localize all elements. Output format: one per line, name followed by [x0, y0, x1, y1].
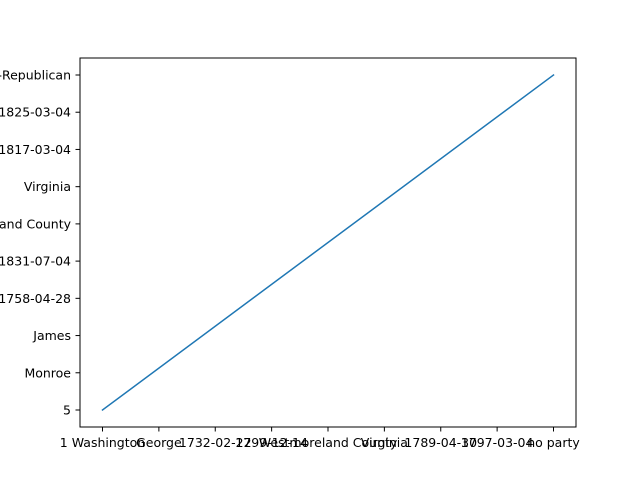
x-tick-label: Virginia [361, 435, 408, 450]
y-axis: 5 Monroe James 1758-04-28 1831-07-04 Westmore… [0, 68, 80, 418]
y-tick-label: 1831-07-04 [0, 254, 71, 269]
x-tick-label: 1789-04-30 [404, 435, 477, 450]
x-tick-label: no party [527, 435, 580, 450]
series-layer [101, 73, 555, 412]
y-tick-label: Democratic-Republican [0, 68, 71, 83]
x-tick-label: 1797-03-04 [461, 435, 534, 450]
x-tick-label: George [136, 435, 182, 450]
y-tick-label: 1758-04-28 [0, 291, 71, 306]
x-tick-label: 1 Washington [60, 435, 145, 450]
y-tick-label: James [32, 328, 71, 343]
y-tick-label: Virginia [24, 179, 71, 194]
x-tick-label: 1732-02-22 [179, 435, 252, 450]
y-tick-label: Westmoreland County [0, 216, 72, 231]
y-tick-label: 1817-03-04 [0, 142, 71, 157]
x-tick-label: 1799-12-14 [235, 435, 308, 450]
y-tick-label: 1825-03-04 [0, 105, 71, 120]
series-line [101, 73, 555, 412]
y-tick-label: 5 [63, 403, 71, 418]
plot-frame [79, 57, 577, 428]
y-tick-label: Monroe [24, 365, 71, 380]
x-tick-label: Westmoreland County [259, 435, 398, 450]
x-axis: 1 WashingtonGeorge1732-02-221799-12-14We… [60, 427, 580, 450]
